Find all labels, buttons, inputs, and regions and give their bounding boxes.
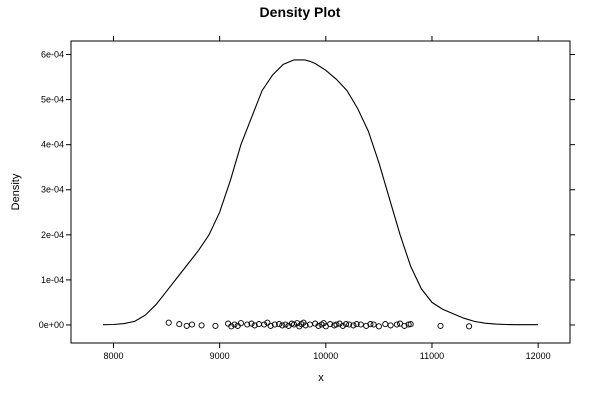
y-tick-label: 0e+00 [39,320,64,330]
data-point [282,321,289,328]
data-point [244,321,251,328]
data-point [375,323,382,330]
data-point [302,322,309,329]
data-point [267,322,274,329]
y-tick-label: 6e-04 [41,50,64,60]
data-point [350,322,357,329]
data-point [382,321,389,328]
data-point [261,321,268,328]
rug-points-layer [165,319,473,330]
data-point [353,321,360,328]
data-point [401,322,408,329]
x-tick-label: 12000 [526,351,551,361]
chart-title: Density Plot [260,4,341,20]
x-axis-label: x [318,372,324,384]
data-point [466,323,473,330]
data-point [393,321,400,328]
y-tick-label: 4e-04 [41,140,64,150]
data-point [339,322,346,329]
data-point [188,321,196,328]
data-point [346,321,353,328]
x-tick-label: 11000 [420,351,444,361]
data-point [165,319,172,326]
data-point [342,321,350,328]
plot-frame [70,40,571,344]
data-point [407,321,414,328]
data-point [276,321,283,328]
x-tick-label: 10000 [313,351,338,361]
y-tick-label: 2e-04 [41,230,64,240]
data-point [315,322,322,329]
x-tick-label: 9000 [210,351,230,361]
data-point [437,322,444,329]
data-point [327,321,334,328]
y-tick-label: 3e-04 [41,185,64,195]
data-point [387,322,394,329]
data-point [251,322,258,329]
data-point [367,321,374,328]
x-tick-label: 8000 [103,351,123,361]
y-axis-label: Density [10,173,22,210]
data-point [183,322,190,329]
data-point [237,320,244,327]
y-tick-label: 5e-04 [41,95,64,105]
data-point [333,321,340,328]
data-point [176,321,183,328]
data-point [271,321,278,328]
data-point [370,321,377,328]
data-point [320,320,327,327]
density-curve-line [102,59,539,326]
data-point [290,321,298,328]
x-axis: 8000 9000 10000 11000 12000 [103,36,551,361]
data-point [228,323,235,330]
data-point [279,322,286,329]
density-curve-layer [102,59,539,326]
data-point [264,319,271,326]
y-axis: 0e+00 1e-04 2e-04 3e-04 4e-04 5e-04 6e-04 [39,50,575,330]
data-point [248,320,255,327]
y-tick-label: 1e-04 [41,275,64,285]
data-point [198,322,205,329]
data-point [231,321,238,328]
data-point [212,322,219,329]
data-point [357,321,364,328]
